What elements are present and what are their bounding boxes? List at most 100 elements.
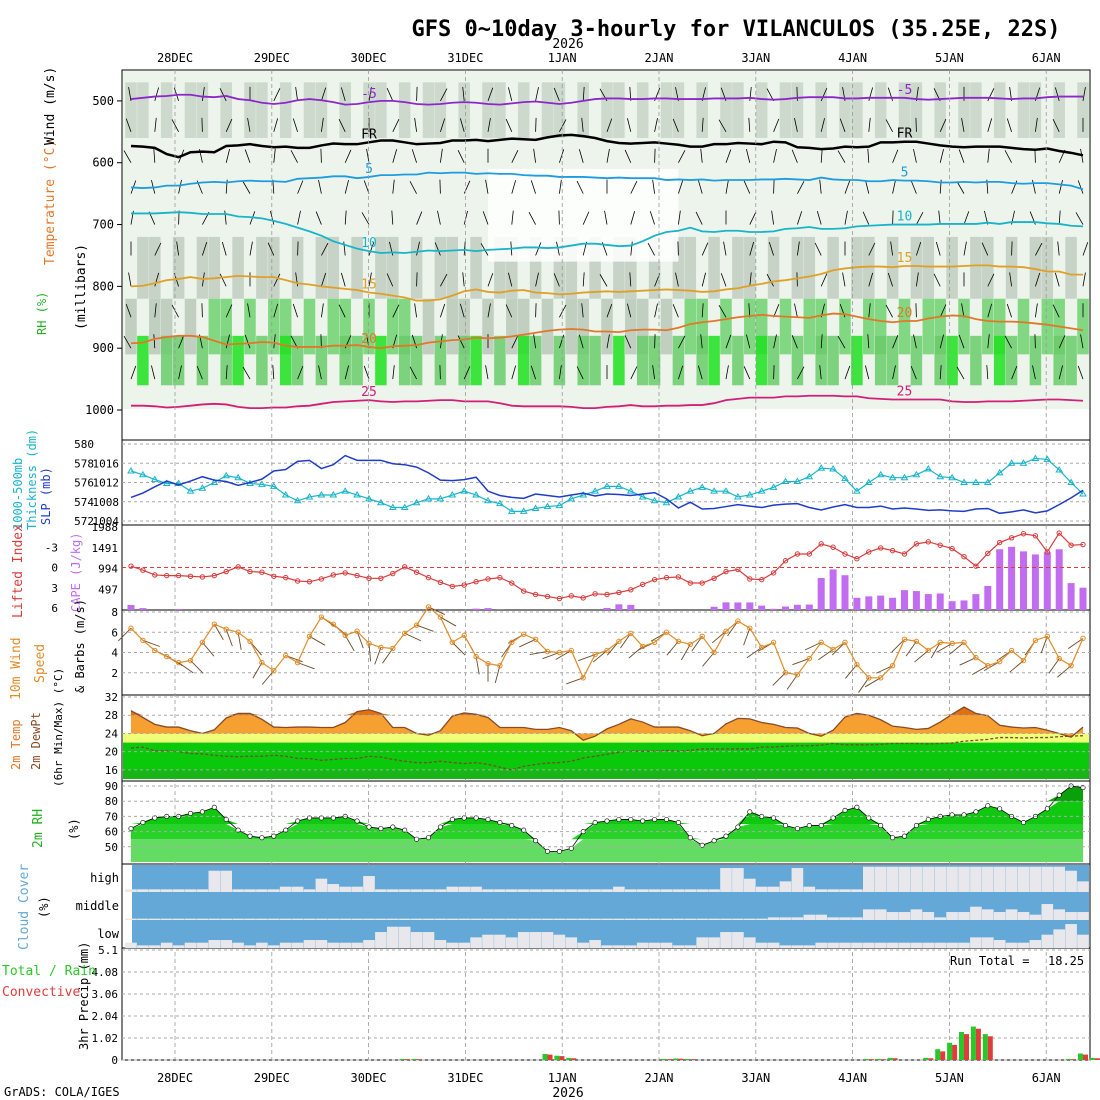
rh-shade-cell [1077,298,1089,355]
wind-barb [743,180,751,194]
rh-shade-cell [898,82,911,138]
li-point [354,572,360,579]
li-point [521,588,527,594]
rh-shade-cell [494,236,506,299]
cloud-cell-middle [720,918,732,920]
wind-barb-10m [792,658,810,666]
slp-ylabel-thk2: Thickness (dm) [25,429,39,530]
cloud-cell-low [577,942,589,948]
cloud-cell-high [625,889,637,892]
temp-tick-label: 32 [105,691,118,704]
rh-shade-cell [410,335,423,386]
thickness-point [615,482,623,489]
wind-speed-point [390,645,396,652]
cloud-cell-middle [351,918,363,920]
wind-barb [599,274,608,287]
date-label-bottom: 30DEC [351,1071,387,1085]
wind-barb [505,304,513,318]
wind-barb [219,273,227,287]
thickness-point [650,496,659,504]
li-point [985,550,991,557]
wind-barb-10m [578,654,596,662]
wind-barb [749,211,757,225]
rh-shade-cell [720,82,732,138]
cloud-cell-low [732,932,744,948]
thickness-point [769,483,778,490]
thk-tick-label: 578 [74,457,94,470]
wind-speed-point [259,659,265,666]
cloud-cell-middle [1077,912,1089,920]
rh-shade-cell [732,236,744,299]
cloud-cell-high [827,889,839,892]
rh-shade-cell [327,298,340,355]
wind-barb-10m [475,656,480,675]
rh-shade-cell [291,236,304,299]
precip-tick-label: 1.02 [92,1032,119,1045]
wind-speed-point [961,639,967,646]
cloud-cell-high [160,889,173,892]
wind-barb-10m [971,665,989,676]
thickness-point [567,494,576,502]
li-point [937,542,943,548]
date-label-top: 1JAN [548,51,577,65]
wind-barb [225,365,228,380]
thickness-point [936,472,945,480]
cloud-cell-high [744,878,756,892]
rh-shade-cell [494,82,506,138]
rh-shade-cell [220,335,232,386]
wind-barb [556,241,560,256]
rh-shade-cell [613,335,625,386]
wind-barb [606,303,613,318]
wind-barb [839,303,846,318]
cloud-cell-low [684,945,697,948]
precip-conv-bar [975,1028,981,1060]
wind-barb [1035,117,1038,132]
date-label-top: 6JAN [1032,51,1061,65]
rh-shade-cell [541,82,554,138]
rh-point [366,824,372,830]
li-point [1080,541,1086,548]
rh-shade-cell [434,236,447,299]
rh-shade-cell [482,298,494,355]
wind-barb [292,118,298,132]
wind-barb [678,180,684,194]
rh-shade-cell [268,236,280,299]
cape-bar [734,602,742,610]
wind-barb [1058,210,1061,225]
rh-shade-cell [327,236,340,299]
wind-barb [125,303,132,318]
isotherm-label: 15 [361,278,377,293]
wind-barb [437,210,441,225]
precip-total-bar [399,1058,405,1060]
cape-bar [175,608,183,610]
rh-point [425,835,431,841]
wind-barb [224,210,227,225]
rh-shade-cell [874,298,887,355]
rh-point [973,809,979,815]
wind-barb [267,242,275,256]
thickness-point [1067,478,1075,485]
wind-barb [837,150,846,163]
rh-shade-cell [970,82,982,138]
rh-shade-cell [494,335,506,386]
li-point [592,591,598,597]
thickness-point [305,492,314,500]
wind-barb [1032,179,1036,194]
wind-barb [321,303,324,318]
wind-barb [791,149,798,163]
wind-barb [582,211,590,225]
li-point [318,576,325,582]
wind-barb-10m [818,649,834,661]
cloud-cell-low [291,942,304,948]
precip-conv-bar [928,1058,934,1060]
isotherm-label: 25 [897,384,913,399]
rh-shade-cell [160,298,173,355]
cloud-cell-middle [755,918,768,920]
wind-speed-point [1044,633,1051,639]
wind-barb-10m [356,631,364,649]
cloud-cell-middle [815,914,827,920]
li-point [913,541,920,547]
temp-ylabel-1: 2m Temp [9,719,23,770]
cloud-cell-low [1029,940,1042,948]
precip-total-bar [673,1058,679,1060]
